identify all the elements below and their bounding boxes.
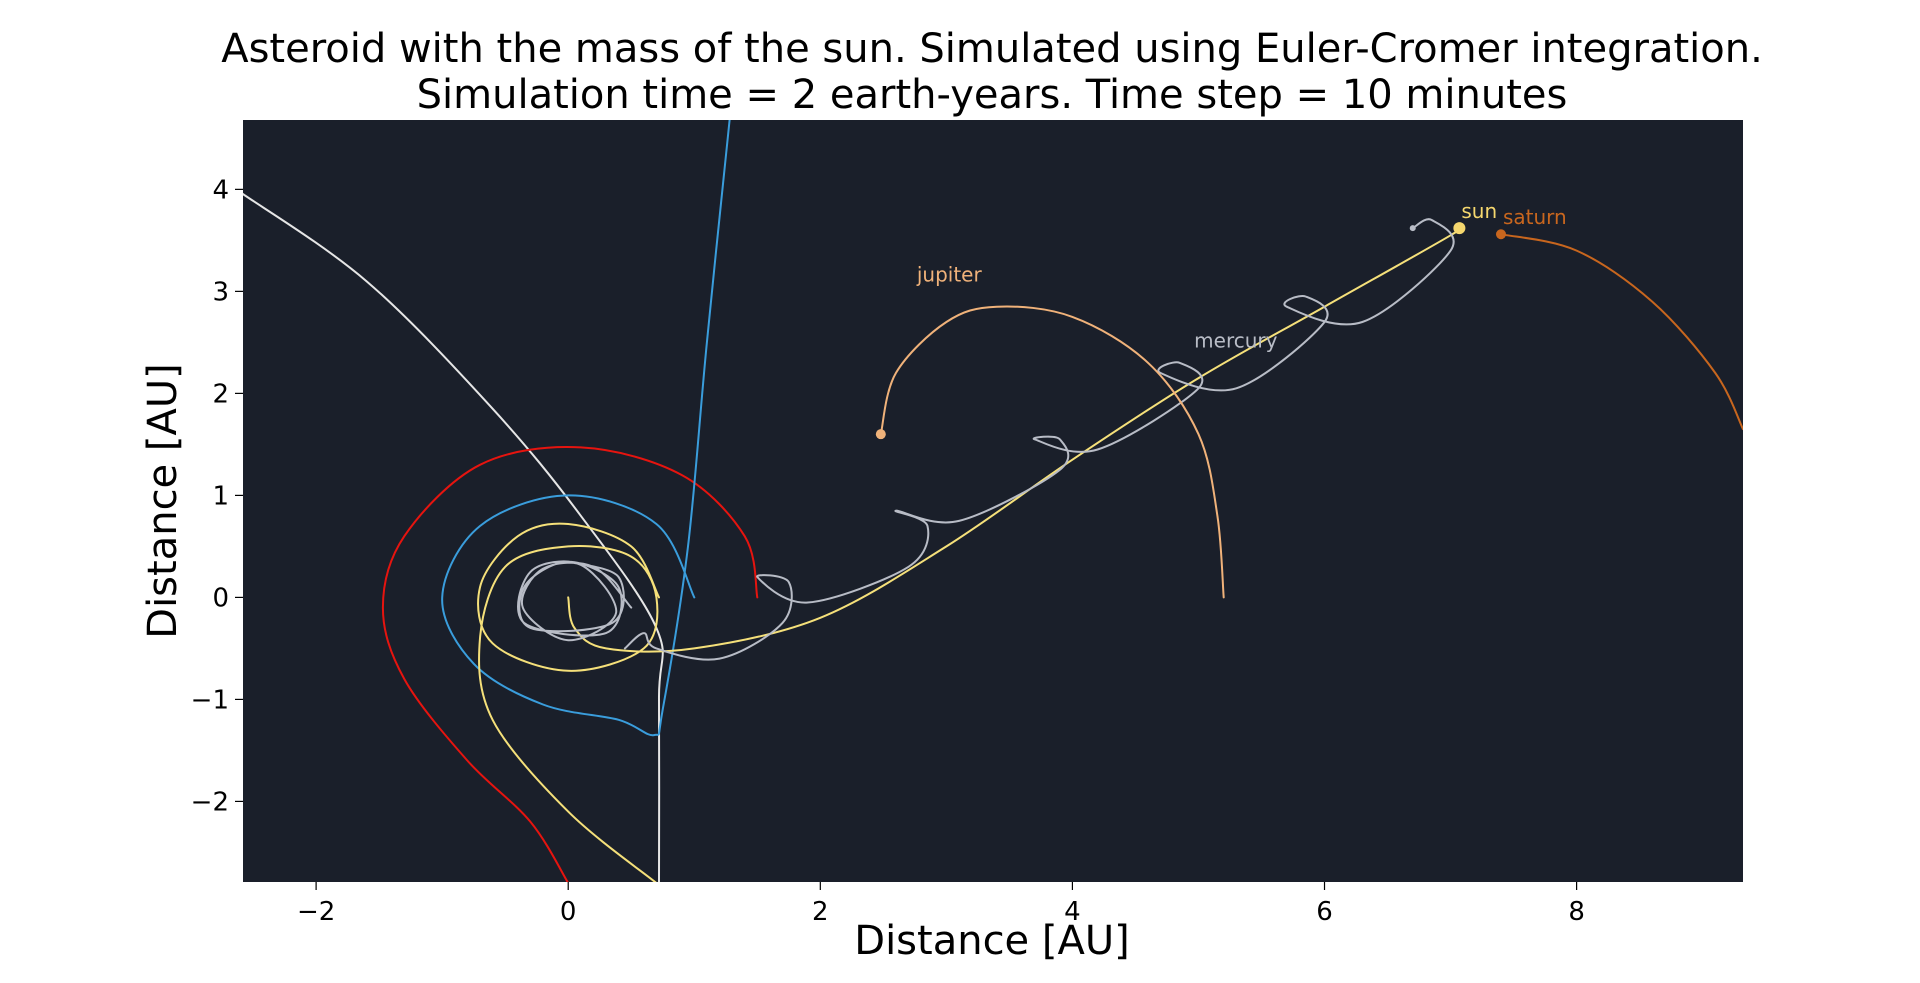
y-tick-label: 3 <box>212 277 229 307</box>
x-tick-label: 6 <box>1316 897 1333 927</box>
chart-title-line-2: Simulation time = 2 earth-years. Time st… <box>417 72 1568 118</box>
y-tick-label: 1 <box>212 481 229 511</box>
body-marker-sun <box>1453 222 1466 235</box>
series-line-4 <box>477 522 660 882</box>
series-line-8 <box>1500 233 1743 431</box>
series-line-5 <box>517 560 633 642</box>
series-layer <box>243 120 1743 882</box>
y-axis-label: Distance [AU] <box>140 363 186 638</box>
y-axis-ticks: −2 −1 0 1 2 3 4 <box>191 175 243 817</box>
body-label-sun: sun <box>1461 199 1497 223</box>
body-marker-mercury <box>1409 225 1416 232</box>
series-line-3 <box>567 226 1463 653</box>
body-label-saturn: saturn <box>1503 205 1567 229</box>
y-tick-label: 2 <box>212 379 229 409</box>
y-tick-label: 4 <box>212 175 229 205</box>
x-tick-label: 2 <box>812 897 829 927</box>
x-axis-label: Distance [AU] <box>854 918 1129 964</box>
x-tick-label: 0 <box>560 897 577 927</box>
x-tick-label: 4 <box>1064 897 1081 927</box>
x-tick-label: 8 <box>1568 897 1585 927</box>
y-tick-label: −1 <box>191 685 229 715</box>
x-tick-label: −2 <box>297 897 335 927</box>
annotations-layer: sun saturn jupiter mercury <box>916 199 1567 353</box>
x-axis-ticks: −2 0 2 4 6 8 <box>297 882 1585 927</box>
body-marker-jupiter <box>875 429 886 440</box>
series-line-0 <box>243 192 664 882</box>
body-marker-saturn <box>1495 229 1506 240</box>
y-tick-label: −2 <box>191 787 229 817</box>
plot-area <box>243 120 1743 882</box>
y-tick-label: 0 <box>212 583 229 613</box>
body-label-jupiter: jupiter <box>916 262 983 286</box>
series-line-7 <box>879 305 1225 599</box>
series-line-2 <box>441 120 731 737</box>
body-label-mercury: mercury <box>1194 329 1277 353</box>
bodies-layer <box>875 222 1506 440</box>
series-line-1 <box>381 446 759 882</box>
chart-title-line-1: Asteroid with the mass of the sun. Simul… <box>221 26 1763 72</box>
series-line-6 <box>623 218 1455 661</box>
